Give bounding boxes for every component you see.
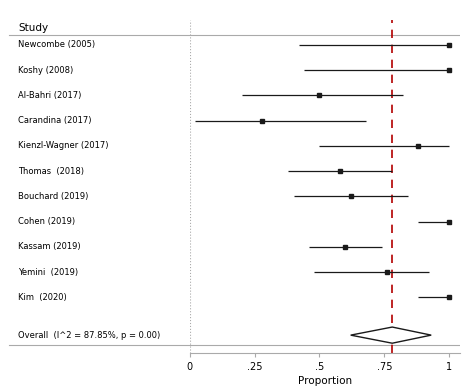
Text: Kim  (2020): Kim (2020): [18, 293, 67, 302]
Text: Cohen (2019): Cohen (2019): [18, 217, 76, 226]
Text: Bouchard (2019): Bouchard (2019): [18, 192, 89, 201]
Text: Koshy (2008): Koshy (2008): [18, 65, 74, 74]
Text: Kienzl-Wagner (2017): Kienzl-Wagner (2017): [18, 141, 109, 150]
Text: Thomas  (2018): Thomas (2018): [18, 167, 84, 176]
Text: Kassam (2019): Kassam (2019): [18, 242, 81, 251]
Text: Al-Bahri (2017): Al-Bahri (2017): [18, 91, 82, 100]
Text: Yemini  (2019): Yemini (2019): [18, 267, 79, 276]
Text: Carandina (2017): Carandina (2017): [18, 116, 92, 125]
Text: Overall  (I^2 = 87.85%, p = 0.00): Overall (I^2 = 87.85%, p = 0.00): [18, 330, 161, 339]
Text: Study: Study: [18, 24, 49, 33]
Text: Newcombe (2005): Newcombe (2005): [18, 40, 96, 49]
X-axis label: Proportion: Proportion: [298, 376, 352, 386]
Polygon shape: [351, 327, 431, 343]
